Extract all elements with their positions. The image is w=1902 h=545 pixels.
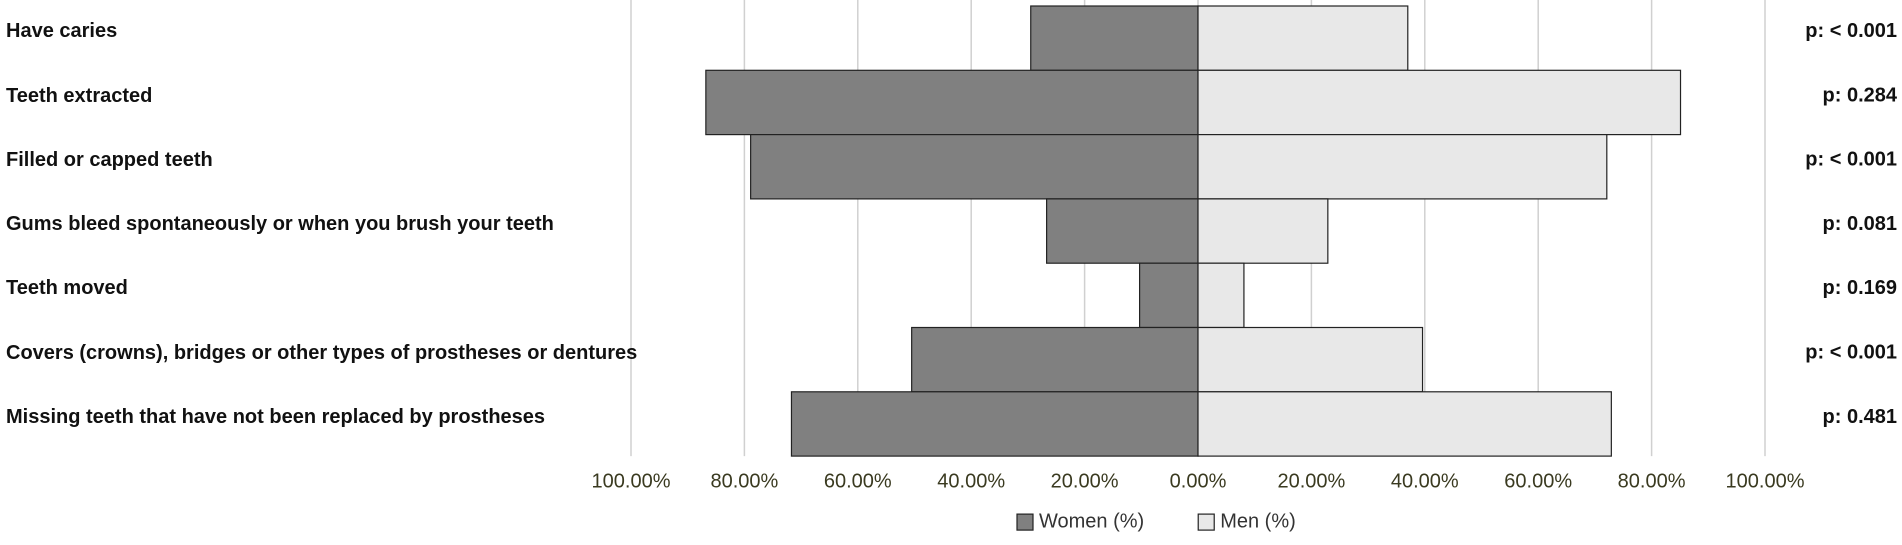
bar	[1197, 391, 1612, 457]
p-value: p: 0.284	[1823, 84, 1898, 106]
category-label-box: Gums bleed spontaneously or when you bru…	[6, 213, 554, 236]
p-value: p: 0.169	[1823, 277, 1897, 299]
x-tick-label: 100.00%	[1726, 470, 1805, 492]
category-label: Teeth moved	[6, 277, 128, 300]
category-label-box: Filled or capped teeth	[6, 148, 213, 171]
category-label-box: Have caries	[6, 20, 118, 43]
bar	[1197, 134, 1608, 200]
bar	[1197, 198, 1329, 264]
category-label: Covers (crowns), bridges or other types …	[6, 341, 638, 364]
category-label-box: Missing teeth that have not been replace…	[6, 406, 546, 429]
x-tick-label: 100.00%	[592, 470, 671, 492]
legend-label: Women (%)	[1039, 510, 1144, 532]
legend-swatch	[1197, 513, 1215, 531]
category-label: Teeth extracted	[6, 84, 153, 107]
category-label-box: Teeth extracted	[6, 84, 153, 107]
x-tick-label: 60.00%	[824, 470, 892, 492]
bar	[1197, 262, 1245, 329]
category-label: Have caries	[6, 20, 118, 43]
bar	[1197, 69, 1682, 136]
bar	[790, 391, 1199, 457]
x-tick-label: 80.00%	[1618, 470, 1686, 492]
p-value: p: < 0.001	[1805, 149, 1897, 171]
x-tick-label: 20.00%	[1051, 470, 1119, 492]
category-label: Filled or capped teeth	[6, 148, 213, 171]
category-label: Gums bleed spontaneously or when you bru…	[6, 213, 554, 236]
x-tick-label: 20.00%	[1277, 470, 1345, 492]
category-label-box: Teeth moved	[6, 277, 128, 300]
p-value: p: < 0.001	[1805, 342, 1897, 364]
legend-swatch	[1016, 513, 1034, 531]
category-label: Missing teeth that have not been replace…	[6, 406, 546, 429]
p-value: p: 0.081	[1823, 213, 1897, 235]
bar	[1197, 5, 1409, 71]
x-tick-label: 80.00%	[710, 470, 778, 492]
bar	[705, 69, 1199, 136]
bar	[1046, 198, 1199, 264]
bar	[1030, 5, 1199, 71]
bar	[1197, 326, 1424, 393]
x-tick-label: 0.00%	[1170, 470, 1227, 492]
legend-label: Men (%)	[1220, 510, 1296, 532]
bar	[1138, 262, 1199, 329]
bar	[750, 134, 1199, 200]
p-value: p: < 0.001	[1805, 20, 1897, 42]
x-tick-label: 40.00%	[1391, 470, 1459, 492]
p-value: p: 0.481	[1823, 406, 1897, 428]
category-label-box: Covers (crowns), bridges or other types …	[6, 341, 638, 364]
x-tick-label: 60.00%	[1504, 470, 1572, 492]
bar	[911, 326, 1199, 393]
x-tick-label: 40.00%	[937, 470, 1005, 492]
